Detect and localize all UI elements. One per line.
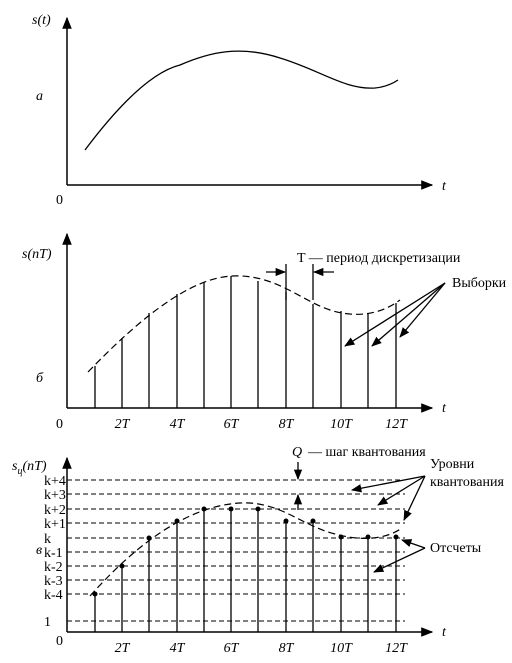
x-axis-label: t: [442, 179, 447, 194]
pointer-arrow: [377, 475, 426, 506]
sample-dot: [283, 518, 289, 524]
step-symbol: Q: [292, 445, 302, 460]
level-label: k+4: [44, 474, 66, 489]
pointer-arrow: [399, 282, 446, 338]
envelope: [89, 502, 403, 597]
x-axis-label: t: [442, 625, 447, 640]
pointer-arrow: [401, 539, 426, 549]
envelope: [87, 275, 401, 373]
level-label: k+2: [44, 503, 66, 518]
x-tick-label: 8T: [279, 417, 295, 432]
samples-note: Выборки: [452, 276, 507, 291]
level-label: 1: [44, 615, 51, 630]
y-axis-sub: ц: [17, 466, 22, 477]
samples-note: Отсчеты: [430, 541, 482, 556]
x-tick-label: 2T: [115, 641, 131, 656]
level-label: k: [44, 532, 51, 547]
panel-label: б: [36, 371, 44, 386]
y-axis-arg: (nT): [22, 459, 46, 474]
level-label: k-4: [44, 588, 63, 603]
level-label: k+3: [44, 488, 66, 503]
quantized-samples: [67, 479, 405, 632]
level-label: k+1: [44, 517, 66, 532]
x-tick-label: 4T: [170, 641, 186, 656]
x-tick-label: 10T: [330, 641, 353, 656]
x-tick-label: 8T: [279, 641, 295, 656]
sample-dot: [255, 506, 261, 512]
period-note: T — период дискретизации: [297, 251, 461, 266]
origin-label: 0: [56, 634, 63, 649]
origin-label: 0: [56, 193, 63, 208]
pointer-arrow: [373, 547, 426, 573]
level-label: k-2: [44, 560, 63, 575]
x-axis-label: t: [442, 401, 447, 416]
pointer-arrow: [403, 475, 426, 521]
x-tick-label: 6T: [224, 641, 240, 656]
x-tick-label: 2T: [115, 417, 131, 432]
x-tick-label: 6T: [224, 417, 240, 432]
sample-dot: [310, 518, 316, 524]
pointer-arrow: [344, 282, 446, 347]
pointer-arrow: [350, 475, 426, 493]
samples: [94, 276, 397, 408]
panel-label: в: [36, 543, 42, 558]
x-tick-label: 4T: [170, 417, 186, 432]
sample-dot: [228, 506, 234, 512]
level-label: k-1: [44, 546, 63, 561]
sample-dot: [393, 534, 399, 540]
x-tick-label: 12T: [385, 641, 408, 656]
sample-dot: [92, 591, 98, 597]
pointer-arrow: [371, 282, 446, 347]
y-axis-base: s: [12, 459, 18, 474]
y-axis-label: sц(nT): [12, 459, 47, 477]
x-tick-label: 10T: [330, 417, 353, 432]
origin-label: 0: [56, 417, 63, 432]
panel-label: а: [36, 89, 43, 104]
step-note: — шаг квантования: [307, 445, 426, 460]
level-label: k-3: [44, 574, 63, 589]
levels-note: Уровни: [430, 457, 475, 472]
levels-note: квантования: [430, 475, 504, 490]
sample-dot: [119, 563, 125, 569]
signal-curve: [84, 50, 399, 151]
y-axis-label: s(nT): [22, 247, 52, 262]
x-tick-label: 12T: [385, 417, 408, 432]
y-axis-label: s(t): [32, 13, 51, 28]
